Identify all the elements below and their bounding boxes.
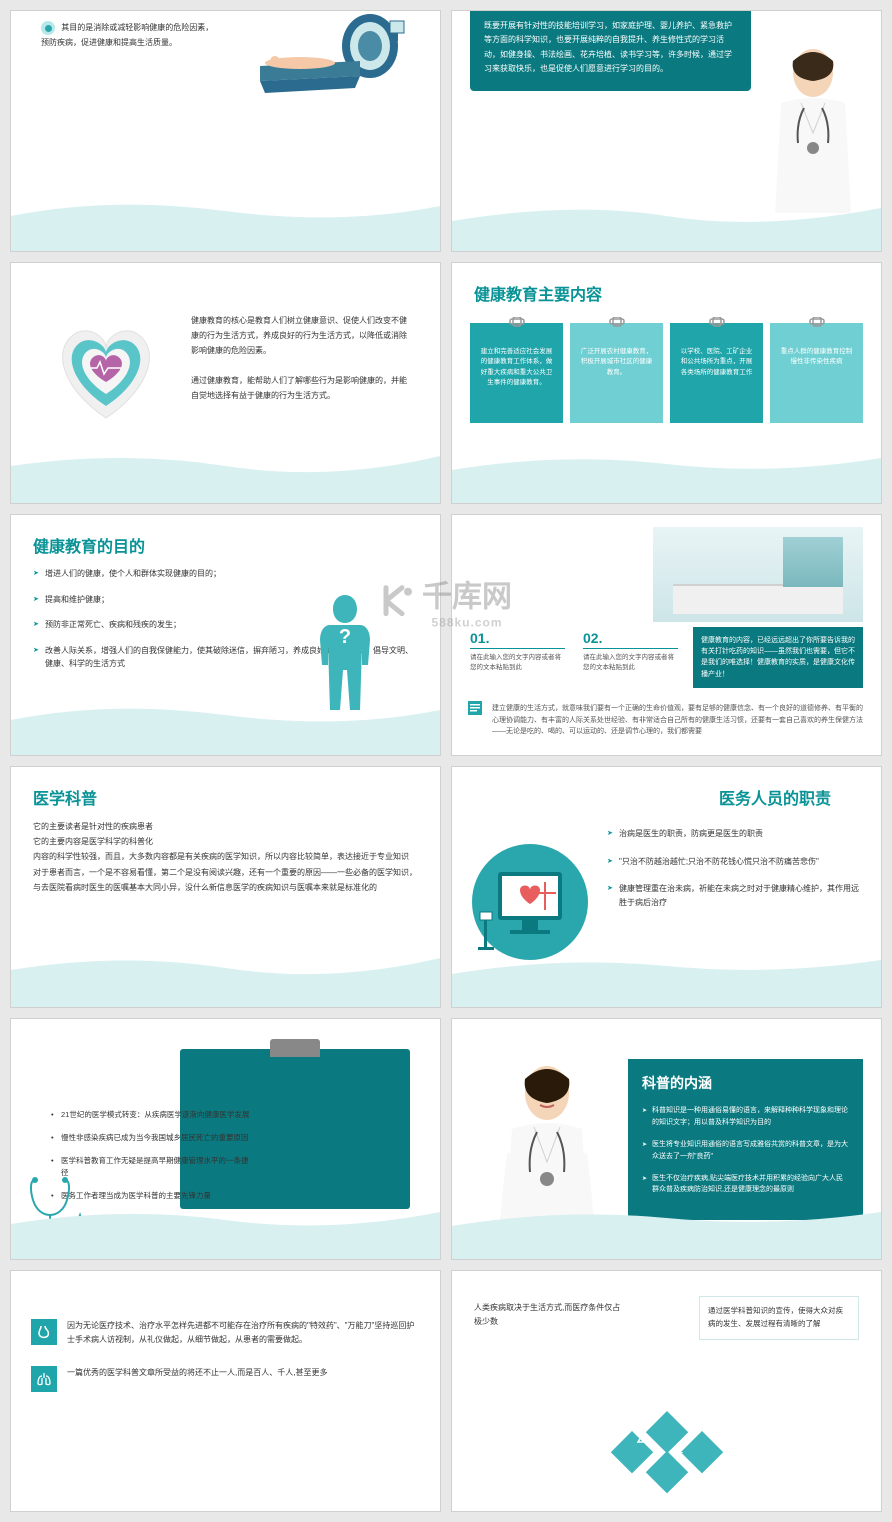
- slide10-bullets: 科普知识是一种用通俗易懂的语言，来解释种种科学现象和理论的知识文字；用以普及科学…: [642, 1105, 849, 1196]
- hospital-room-illustration: [653, 527, 863, 622]
- slide7-title: 医学科普: [11, 767, 440, 819]
- monitor-illustration: [470, 842, 590, 962]
- lungs-icon: [31, 1366, 57, 1392]
- text: 因为无论医疗技术、治疗水平怎样先进都不可能存在治疗所有疾病的"特效药"、"万能刀…: [67, 1319, 420, 1348]
- wave-bg: [452, 1204, 881, 1259]
- mri-scanner-illustration: [230, 11, 410, 101]
- bullet: 慢性非感染疾病已成为当今我国城乡居民死亡的重要原因: [51, 1132, 251, 1145]
- card-3: 以学校、医院、工矿企业和公共场所为重点，开展各类场所的健康教育工作: [670, 323, 763, 423]
- slide-11: 因为无论医疗技术、治疗水平怎样先进都不可能存在治疗所有疾病的"特效药"、"万能刀…: [10, 1270, 441, 1512]
- number-blocks: 01. 请在此输入您的文字内容或者将您的文本粘贴到此 02. 请在此输入您的文字…: [470, 630, 678, 673]
- paperclip-icon: [808, 317, 826, 331]
- paperclip-icon: [608, 317, 626, 331]
- paperclip-icon: [708, 317, 726, 331]
- iconrow-1: 因为无论医疗技术、治疗水平怎样先进都不可能存在治疗所有疾病的"特效药"、"万能刀…: [31, 1319, 420, 1348]
- slide-6: 01. 请在此输入您的文字内容或者将您的文本粘贴到此 02. 请在此输入您的文字…: [451, 514, 882, 756]
- wave-bg: [11, 1204, 440, 1259]
- card-2: 广泛开展农村健康教育，积极开展城市社区的健康教育。: [570, 323, 663, 423]
- num-label: 02.: [583, 630, 678, 649]
- card-1: 建立和完善适应社会发展的健康教育工作体系，做好重大疾病和重大公共卫生事件的健康教…: [470, 323, 563, 423]
- slide-3: 健康教育的核心是教育人们树立健康意识、促使人们改变不健康的行为生活方式，养成良好…: [10, 262, 441, 504]
- line: 内容的科学性较强，而且，大多数内容都是有关疾病的医学知识，所以内容比较简单，表达…: [33, 849, 418, 864]
- line: 对于患者而言，一个是不容易看懂，第二个是没有阅读兴趣，还有一个重要的原因——一些…: [33, 865, 418, 895]
- diamond-icons: [592, 1401, 742, 1501]
- num-text: 请在此输入您的文字内容或者将您的文本粘贴到此: [583, 653, 678, 673]
- slide-10: 科普的内涵 科普知识是一种用通俗易懂的语言，来解释种种科学现象和理论的知识文字；…: [451, 1018, 882, 1260]
- line: 它的主要内容是医学科学的科普化: [33, 834, 418, 849]
- slide5-title: 健康教育的目的: [11, 515, 440, 567]
- card-4: 重点人群的健康教育控制慢性非传染性疾病: [770, 323, 863, 423]
- wave-bg: [452, 196, 881, 251]
- wave-bg: [11, 952, 440, 1007]
- slide3-text: 健康教育的核心是教育人们树立健康意识、促使人们改变不健康的行为生活方式，养成良好…: [191, 313, 410, 403]
- slide3-p1: 健康教育的核心是教育人们树立健康意识、促使人们改变不健康的行为生活方式，养成良好…: [191, 313, 410, 359]
- slide-12: 人类疾病取决于生活方式,而医疗条件仅占极少数 通过医学科普知识的宣传，使得大众对…: [451, 1270, 882, 1512]
- slide3-p2: 通过健康教育，能帮助人们了解哪些行为是影响健康的，并能自觉地选择有益于健康的行为…: [191, 373, 410, 403]
- line: 它的主要读者是针对性的疾病患者: [33, 819, 418, 834]
- heart-icon: [41, 318, 171, 428]
- bullet: 医生将专业知识用通俗的语言写成雅俗共赏的科普文章，是为大众送去了一剂"良药": [642, 1139, 849, 1163]
- wave-bg: [11, 700, 440, 755]
- svg-text:?: ?: [339, 626, 351, 648]
- slide8-bullets: 治病是医生的职责，防病更是医生的职责 "只治不防越治越忙;只治不防花钱心慌只治不…: [607, 827, 859, 923]
- bullet: 增进人们的健康，使个人和群体实现健康的目的；: [33, 567, 418, 581]
- slide2-textbox: 既要开展有针对性的技能培训学习，如家庭护理、婴儿养护、紧急救护等方面的科学知识，…: [470, 10, 751, 91]
- bullet: 治病是医生的职责，防病更是医生的职责: [607, 827, 859, 841]
- slide-4: 健康教育主要内容 建立和完善适应社会发展的健康教育工作体系，做好重大疾病和重大公…: [451, 262, 882, 504]
- iconrow-2: 一篇优秀的医学科普文章所受益的将还不止一人,而是百人、千人,甚至更多: [31, 1366, 420, 1392]
- slide-7: 医学科普 它的主要读者是针对性的疾病患者 它的主要内容是医学科学的科普化 内容的…: [10, 766, 441, 1008]
- wave-bg: [452, 952, 881, 1007]
- bullet: 科普知识是一种用通俗易懂的语言，来解释种种科学现象和理论的知识文字；用以普及科学…: [642, 1105, 849, 1129]
- slide-9: 21世纪的医学模式转变：从疾病医学逐渐向健康医学发展 慢性非感染疾病已成为当今我…: [10, 1018, 441, 1260]
- bullet: 健康管理重在治未病，祈能在未病之时对于健康精心维护，其作用远胜于病后治疗: [607, 882, 859, 909]
- slide6-bottom-text: 建立健康的生活方式，就意味我们要有一个正确的生命价值观，要有足够的健康信念、有一…: [492, 703, 863, 737]
- doctor-illustration: [756, 43, 871, 213]
- wave-bg: [11, 196, 440, 251]
- slide-2: 既要开展有针对性的技能培训学习，如家庭护理、婴儿养护、紧急救护等方面的科学知识，…: [451, 10, 882, 252]
- slide10-textbox: 科普的内涵 科普知识是一种用通俗易懂的语言，来解释种种科学现象和理论的知识文字；…: [628, 1059, 863, 1220]
- wave-bg: [452, 448, 881, 503]
- slide-5: 健康教育的目的 增进人们的健康，使个人和群体实现健康的目的； 提高和维护健康； …: [10, 514, 441, 756]
- bullet: 医生不仅治疗疾病,贴尖端医疗技术并用积累的经验向广大人民群众普及疾病防治知识,还…: [642, 1173, 849, 1197]
- slide12-right-text: 通过医学科普知识的宣传，使得大众对疾病的发生、发展过程有清晰的了解: [699, 1296, 859, 1340]
- slide12-left-text: 人类疾病取决于生活方式,而医疗条件仅占极少数: [474, 1301, 624, 1330]
- slide1-body: 其目的是消除或减轻影响健康的危险因素，预防疾病，促进健康和提高生活质量。: [41, 23, 213, 46]
- card-row: 建立和完善适应社会发展的健康教育工作体系，做好重大疾病和重大公共卫生事件的健康教…: [452, 323, 881, 423]
- numblock-1: 01. 请在此输入您的文字内容或者将您的文本粘贴到此: [470, 630, 565, 673]
- slide10-title: 科普的内涵: [642, 1073, 849, 1093]
- slide-grid: 其目的是消除或减轻影响健康的危险因素，预防疾病，促进健康和提高生活质量。 既要开…: [10, 10, 882, 1512]
- slide-8: 医务人员的职责 治病是医生的职责，防病更是医生的职责 "只治不防越治越忙;只治不…: [451, 766, 882, 1008]
- slide7-text: 它的主要读者是针对性的疾病患者 它的主要内容是医学科学的科普化 内容的科学性较强…: [11, 819, 440, 895]
- bullet-dot-icon: [41, 21, 55, 35]
- body-silhouette-icon: ?: [310, 595, 380, 715]
- numblock-2: 02. 请在此输入您的文字内容或者将您的文本粘贴到此: [583, 630, 678, 673]
- document-icon: [466, 699, 484, 717]
- bullet: "只治不防越治越忙;只治不防花钱心慌只治不防痛苦悲伤": [607, 855, 859, 869]
- clipboard-clip-icon: [270, 1039, 320, 1057]
- num-text: 请在此输入您的文字内容或者将您的文本粘贴到此: [470, 653, 565, 673]
- slide6-sidebar-text: 健康教育的内容，已经远远超出了你所要告诉我的有关打针吃药的知识——虽然我们也需要…: [693, 627, 863, 688]
- stomach-icon: [31, 1319, 57, 1345]
- slide8-title: 医务人员的职责: [452, 767, 881, 819]
- slide-1: 其目的是消除或减轻影响健康的危险因素，预防疾病，促进健康和提高生活质量。: [10, 10, 441, 252]
- paperclip-icon: [508, 317, 526, 331]
- wave-bg: [11, 448, 440, 503]
- bullet: 21世纪的医学模式转变：从疾病医学逐渐向健康医学发展: [51, 1109, 251, 1122]
- num-label: 01.: [470, 630, 565, 649]
- slide4-title: 健康教育主要内容: [452, 263, 881, 315]
- text: 一篇优秀的医学科普文章所受益的将还不止一人,而是百人、千人,甚至更多: [67, 1366, 420, 1380]
- slide1-text: 其目的是消除或减轻影响健康的危险因素，预防疾病，促进健康和提高生活质量。: [41, 21, 221, 50]
